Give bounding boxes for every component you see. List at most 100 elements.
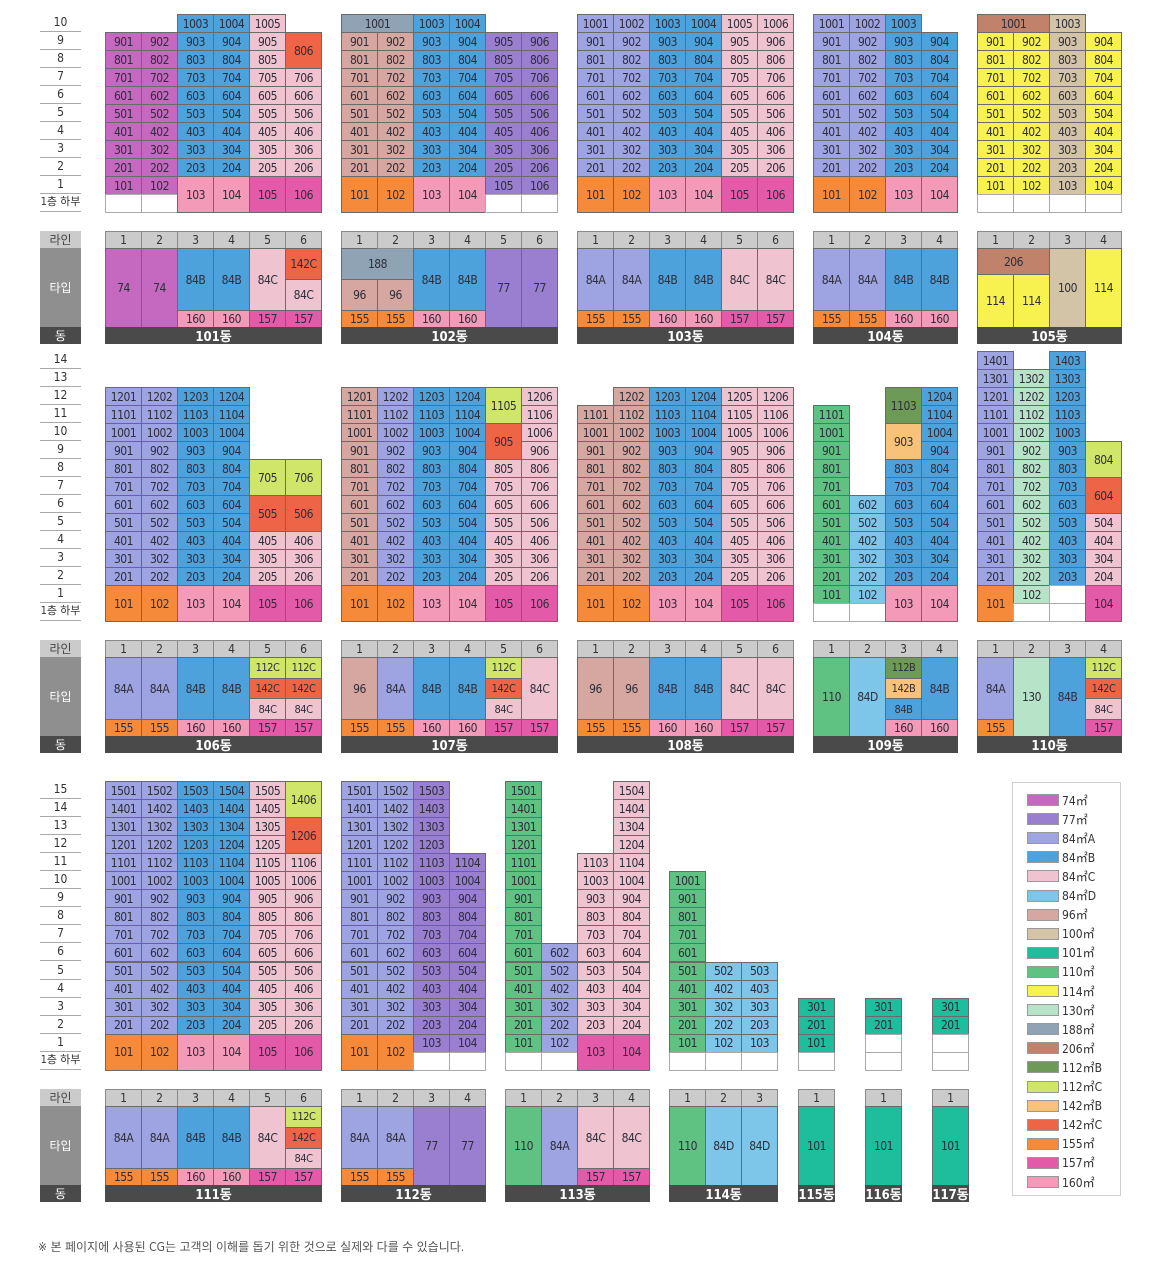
unit-cell[interactable]: 403 [741, 979, 778, 999]
unit-cell[interactable]: 504 [449, 513, 486, 532]
unit-cell[interactable]: 204 [213, 567, 250, 586]
unit-cell[interactable]: 905 [249, 32, 286, 51]
unit-cell[interactable]: 104 [1085, 176, 1122, 195]
unit-cell[interactable]: 406 [285, 122, 322, 141]
unit-cell[interactable]: 502 [141, 513, 178, 532]
unit-cell[interactable]: 402 [1013, 122, 1050, 141]
unit-cell[interactable]: 201 [865, 1015, 902, 1035]
unit-cell[interactable]: 302 [705, 997, 742, 1017]
unit-cell[interactable]: 1001 [105, 423, 142, 442]
unit-cell[interactable]: 402 [613, 122, 650, 141]
unit-cell[interactable]: 402 [377, 979, 414, 999]
unit-cell[interactable]: 1001 [813, 423, 850, 442]
unit-cell[interactable]: 804 [1085, 441, 1122, 478]
unit-cell[interactable]: 1003 [649, 423, 686, 442]
unit-cell[interactable]: 503 [741, 961, 778, 981]
unit-cell[interactable]: 304 [213, 549, 250, 568]
unit-cell[interactable]: 104 [213, 1033, 250, 1071]
unit-cell[interactable]: 202 [377, 158, 414, 177]
unit-cell[interactable]: 604 [1085, 86, 1122, 105]
unit-cell[interactable]: 1204 [613, 835, 650, 855]
unit-cell[interactable]: 1401 [341, 799, 378, 819]
unit-cell[interactable]: 506 [757, 104, 794, 123]
unit-cell[interactable]: 102 [141, 176, 178, 195]
unit-cell[interactable]: 803 [649, 459, 686, 478]
unit-cell[interactable]: 703 [177, 68, 214, 87]
unit-cell[interactable]: 104 [449, 1033, 486, 1053]
unit-cell[interactable]: 604 [1085, 477, 1122, 514]
unit-cell[interactable]: 302 [377, 997, 414, 1017]
unit-cell[interactable]: 1004 [613, 871, 650, 891]
unit-cell[interactable]: 1002 [141, 423, 178, 442]
unit-cell[interactable]: 204 [921, 567, 958, 586]
unit-cell[interactable]: 101 [505, 1033, 542, 1053]
unit-cell[interactable]: 104 [921, 585, 958, 622]
unit-cell[interactable]: 102 [849, 585, 886, 604]
unit-cell[interactable]: 1504 [613, 781, 650, 801]
unit-cell[interactable]: 1403 [177, 799, 214, 819]
unit-cell[interactable]: 1503 [177, 781, 214, 801]
unit-cell[interactable]: 504 [213, 961, 250, 981]
unit-cell[interactable]: 402 [141, 979, 178, 999]
unit-cell[interactable]: 105 [485, 176, 522, 195]
unit-cell[interactable]: 1004 [685, 14, 722, 33]
unit-cell[interactable]: 105 [249, 176, 286, 213]
unit-cell[interactable]: 402 [141, 531, 178, 550]
unit-cell[interactable]: 706 [285, 925, 322, 945]
unit-cell[interactable]: 605 [249, 943, 286, 963]
unit-cell[interactable]: 1004 [921, 423, 958, 442]
unit-cell[interactable]: 902 [141, 889, 178, 909]
unit-cell[interactable]: 203 [741, 1015, 778, 1035]
unit-cell[interactable]: 1302 [1013, 369, 1050, 388]
unit-cell[interactable]: 1505 [249, 781, 286, 801]
unit-cell[interactable]: 904 [449, 441, 486, 460]
unit-cell[interactable]: 304 [685, 140, 722, 159]
unit-cell[interactable]: 301 [341, 997, 378, 1017]
unit-cell[interactable]: 204 [685, 158, 722, 177]
unit-cell[interactable]: 902 [613, 441, 650, 460]
unit-cell[interactable]: 403 [577, 979, 614, 999]
unit-cell[interactable]: 1004 [449, 871, 486, 891]
unit-cell[interactable]: 706 [521, 68, 558, 87]
unit-cell[interactable]: 1103 [649, 405, 686, 424]
unit-cell[interactable]: 1003 [177, 871, 214, 891]
unit-cell[interactable]: 306 [757, 140, 794, 159]
unit-cell[interactable]: 1001 [341, 871, 378, 891]
unit-cell[interactable]: 1105 [249, 853, 286, 873]
unit-cell[interactable]: 1302 [377, 817, 414, 837]
unit-cell[interactable]: 303 [1049, 140, 1086, 159]
unit-cell[interactable]: 301 [813, 549, 850, 568]
unit-cell[interactable]: 1203 [177, 835, 214, 855]
unit-cell[interactable]: 1101 [341, 853, 378, 873]
unit-cell[interactable]: 202 [705, 1015, 742, 1035]
unit-cell[interactable]: 405 [249, 122, 286, 141]
unit-cell[interactable]: 804 [685, 50, 722, 69]
unit-cell[interactable]: 405 [249, 979, 286, 999]
unit-cell[interactable]: 302 [141, 997, 178, 1017]
unit-cell[interactable]: 1404 [613, 799, 650, 819]
unit-cell[interactable]: 501 [105, 104, 142, 123]
unit-cell[interactable]: 605 [485, 86, 522, 105]
unit-cell[interactable]: 102 [705, 1033, 742, 1053]
unit-cell[interactable]: 1006 [521, 423, 558, 442]
unit-cell[interactable]: 501 [105, 961, 142, 981]
unit-cell[interactable]: 404 [685, 531, 722, 550]
unit-cell[interactable]: 1502 [141, 781, 178, 801]
unit-cell[interactable]: 401 [669, 979, 706, 999]
unit-cell[interactable]: 1204 [685, 387, 722, 406]
unit-cell[interactable]: 101 [669, 1033, 706, 1053]
unit-cell[interactable]: 103 [177, 585, 214, 622]
unit-cell[interactable]: 701 [341, 477, 378, 496]
unit-cell[interactable]: 1103 [413, 405, 450, 424]
unit-cell[interactable]: 802 [141, 50, 178, 69]
unit-cell[interactable]: 901 [105, 32, 142, 51]
unit-cell[interactable]: 106 [285, 1033, 322, 1071]
unit-cell[interactable]: 204 [685, 567, 722, 586]
unit-cell[interactable]: 604 [685, 495, 722, 514]
unit-cell[interactable]: 1004 [213, 423, 250, 442]
unit-cell[interactable]: 1104 [213, 853, 250, 873]
unit-cell[interactable]: 701 [105, 477, 142, 496]
unit-cell[interactable]: 702 [1013, 477, 1050, 496]
unit-cell[interactable]: 701 [977, 477, 1014, 496]
unit-cell[interactable]: 602 [613, 86, 650, 105]
